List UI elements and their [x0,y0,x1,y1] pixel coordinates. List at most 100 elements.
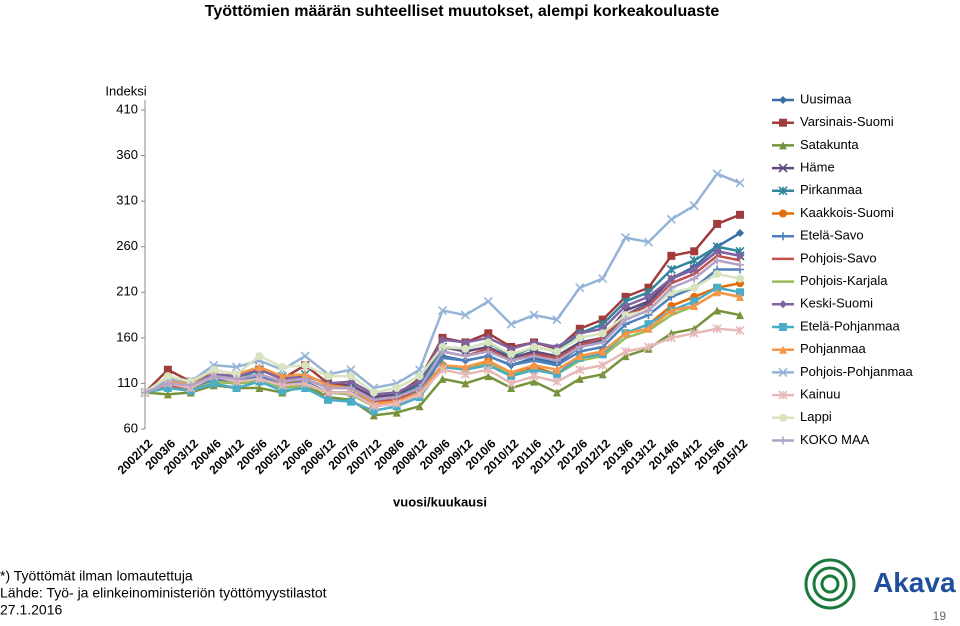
marker [209,365,218,374]
marker [690,247,699,256]
marker [415,372,424,381]
marker [392,408,401,417]
marker [346,365,356,375]
marker [231,362,242,372]
marker [779,96,787,104]
marker [529,310,539,320]
marker [530,361,539,370]
marker [301,383,310,392]
marker [712,169,722,179]
marker [689,201,699,211]
marker [690,274,699,283]
marker [644,283,653,292]
legend-label: Etelä-Savo [800,228,864,243]
y-tick-label: 210 [116,284,138,299]
y-tick-label: 310 [116,193,138,208]
marker [483,296,493,306]
marker [163,383,172,392]
marker [415,383,424,392]
marker [667,306,676,315]
marker [483,365,493,375]
marker [667,251,676,260]
marker [552,365,561,374]
marker [575,283,585,293]
marker [461,344,470,353]
marker [278,372,287,381]
marker [736,288,744,297]
marker [779,141,787,150]
marker [507,368,516,377]
marker [346,397,355,406]
marker [666,264,676,275]
chart-title: Työttömien määrän suhteelliset muutokset… [205,3,720,20]
marker [415,402,424,411]
marker [736,210,744,219]
marker [736,292,744,301]
marker [713,283,722,292]
marker [575,374,584,383]
marker [779,209,787,218]
marker [621,292,630,301]
marker [392,383,401,392]
marker [735,178,745,188]
marker [621,315,630,324]
date: 27.1.2016 [0,602,62,618]
marker [779,413,787,422]
marker [209,372,218,381]
marker [369,395,378,404]
marker [643,342,654,352]
marker [369,411,378,420]
marker [598,274,608,284]
marker [530,365,539,374]
marker [713,256,722,265]
legend-label: Keski-Suomi [800,296,873,311]
marker [369,406,378,415]
y-tick-label: 260 [116,238,138,253]
marker [667,274,676,283]
marker [324,395,333,404]
marker [141,388,149,397]
legend-label: Satakunta [800,137,859,152]
y-tick-label: 360 [116,147,138,162]
marker [301,370,310,379]
marker [621,329,630,338]
marker [460,369,470,379]
marker [735,326,745,336]
marker [186,381,195,390]
marker [598,347,607,356]
marker [552,388,561,397]
marker [484,361,493,370]
marker [621,301,630,310]
marker [255,383,264,392]
legend-label: Pohjanmaa [800,341,867,356]
marker [598,370,607,379]
marker [438,342,447,351]
marker [530,352,539,361]
logo-text: Akava [873,567,956,598]
marker [232,383,241,392]
marker [232,374,241,383]
y-tick-label: 110 [117,375,138,390]
marker [301,374,310,383]
marker [689,328,699,338]
marker [209,379,218,388]
marker [621,233,631,243]
marker [598,338,607,347]
marker [712,324,722,334]
marker [713,247,722,256]
marker [346,377,355,386]
marker [484,356,493,365]
marker [484,329,493,338]
marker [666,333,676,343]
marker [778,186,788,196]
marker [552,370,561,379]
marker [163,372,172,381]
marker [552,347,561,356]
marker [779,118,787,127]
marker [438,347,447,356]
marker [644,320,653,329]
marker [507,350,516,359]
marker [163,379,172,388]
marker [324,383,333,392]
